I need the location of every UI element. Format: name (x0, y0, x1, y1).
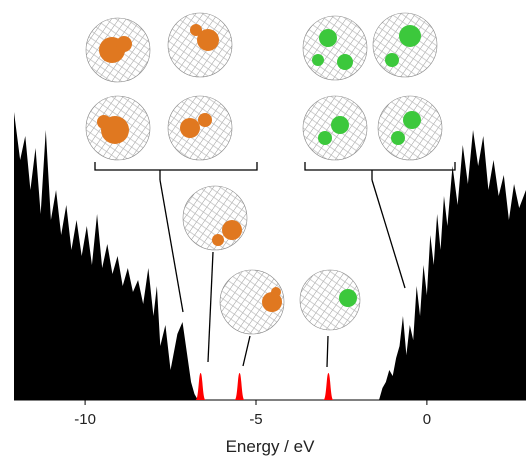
x-axis-label: Energy / eV (226, 437, 315, 456)
dos-area (14, 112, 198, 400)
x-tick-label: -5 (249, 411, 262, 428)
x-tick-label: -10 (74, 411, 96, 428)
orange-orbitals (85, 12, 285, 335)
molecule-illustrations (85, 12, 456, 368)
x-tick-label: 0 (423, 411, 431, 428)
peak (234, 373, 245, 400)
dos-area (379, 130, 526, 400)
peak (323, 373, 334, 400)
green-orbitals (299, 12, 443, 331)
callout-lines (94, 162, 456, 368)
peak (195, 373, 206, 400)
